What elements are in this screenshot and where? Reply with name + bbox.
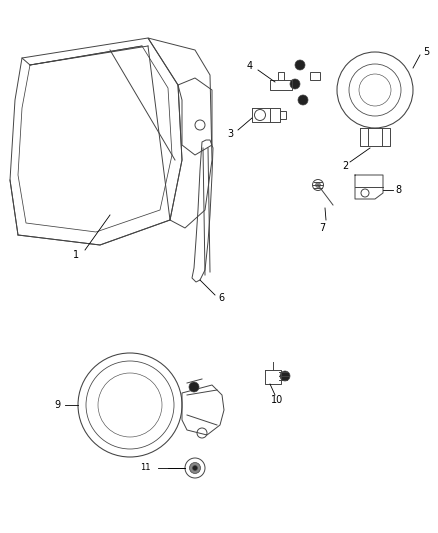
Text: 10: 10 (271, 395, 283, 405)
Circle shape (295, 60, 305, 70)
Text: 11: 11 (140, 464, 150, 472)
Circle shape (190, 463, 201, 473)
Text: 3: 3 (227, 129, 233, 139)
Text: 1: 1 (73, 250, 79, 260)
Text: 5: 5 (423, 47, 429, 57)
Circle shape (280, 371, 290, 381)
Circle shape (290, 79, 300, 89)
Circle shape (192, 465, 198, 471)
Circle shape (189, 382, 199, 392)
Text: 2: 2 (342, 161, 348, 171)
Circle shape (315, 182, 321, 188)
Text: 4: 4 (247, 61, 253, 71)
Text: 7: 7 (319, 223, 325, 233)
Text: 8: 8 (395, 185, 401, 195)
Text: 9: 9 (54, 400, 60, 410)
Circle shape (298, 95, 308, 105)
Text: 6: 6 (218, 293, 224, 303)
